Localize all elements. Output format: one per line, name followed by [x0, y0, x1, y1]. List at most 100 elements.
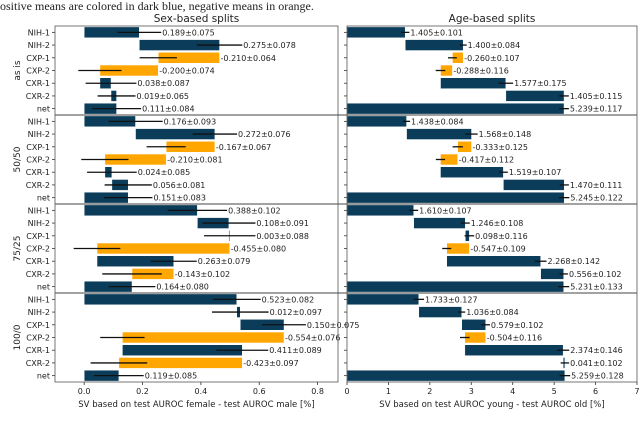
bar-5050-NIH-2: [406, 128, 472, 140]
data-label: 1.519±0.107: [509, 168, 562, 177]
data-label: 0.272±0.076: [238, 130, 291, 139]
data-label: 0.098±0.116: [475, 232, 528, 241]
group-label: 75/25: [13, 236, 23, 262]
data-label: 0.024±0.085: [138, 168, 191, 177]
x-tick-label: 6: [593, 387, 598, 396]
data-label: -0.288±0.116: [453, 67, 508, 76]
bar-asis-CXR-2: [505, 90, 565, 102]
data-label: -0.554±0.076: [285, 334, 340, 343]
x-tick-label: 0.6: [253, 387, 266, 396]
data-label: 0.012±0.097: [270, 308, 323, 317]
figure-caption-top: ositive means are colored in dark blue, …: [0, 0, 314, 13]
panel-title: Sex-based splits: [154, 13, 240, 25]
row-label: NIH-1: [28, 28, 50, 37]
row-label: NIH-2: [28, 219, 50, 228]
data-label: -0.547±0.109: [470, 245, 525, 254]
data-label: 5.245±0.122: [570, 194, 623, 203]
data-label: 0.523±0.082: [262, 295, 315, 304]
axes-frame: [54, 25, 339, 383]
row-label: CXP-1: [26, 232, 50, 241]
data-label: -0.455±0.080: [231, 245, 286, 254]
row-label: CXR-1: [26, 168, 50, 177]
row-label: net: [37, 283, 50, 292]
row-label: NIH-2: [28, 130, 50, 139]
data-label: 0.119±0.085: [145, 372, 198, 381]
data-label: 0.176±0.093: [164, 117, 217, 126]
bar-5050-CXR-1: [440, 166, 504, 178]
data-label: 0.263±0.079: [198, 257, 251, 266]
bar-asis-NIH-2: [404, 39, 464, 51]
x-tick-label: 3: [469, 387, 474, 396]
row-label: CXR-1: [26, 346, 50, 355]
row-label: net: [37, 372, 50, 381]
x-tick-label: 7: [634, 387, 639, 396]
data-label: -0.333±0.125: [473, 143, 528, 152]
data-label: 1.036±0.084: [466, 308, 519, 317]
data-label: 0.275±0.078: [243, 41, 296, 50]
x-tick-label: 0.8: [311, 387, 324, 396]
data-label: -0.210±0.064: [221, 54, 276, 63]
x-tick-label: 0: [344, 387, 349, 396]
data-label: 0.041±0.102: [570, 359, 623, 368]
panel-title: Age-based splits: [449, 13, 536, 25]
x-axis-label: SV based on test AUROC female - test AUR…: [78, 400, 314, 410]
bar-7525-NIH-2: [413, 217, 466, 229]
data-label: 0.556±0.102: [569, 270, 622, 279]
row-label: CXR-1: [26, 257, 50, 266]
data-label: -0.504±0.116: [487, 334, 542, 343]
data-label: 1.577±0.175: [514, 79, 567, 88]
row-label: CXR-2: [26, 181, 50, 190]
row-label: CXR-2: [26, 270, 50, 279]
data-label: 5.259±0.128: [571, 372, 624, 381]
group-label: 100/0: [13, 324, 23, 350]
bar-1000-net: [346, 369, 566, 382]
data-label: 0.003±0.088: [256, 232, 309, 241]
data-label: 5.239±0.117: [570, 105, 623, 114]
bar-1000-CXR-1: [464, 344, 564, 356]
data-label: 0.111±0.084: [142, 105, 195, 114]
bar-asis-CXR-1: [440, 77, 507, 89]
panel-age: Age-based splits 1.405±0.101 1.400±0.084 -0…: [344, 13, 640, 410]
data-label: 0.164±0.080: [156, 283, 209, 292]
row-label: CXR-2: [26, 359, 50, 368]
bar-7525-net: [346, 280, 564, 293]
data-label: 1.246±0.108: [471, 219, 524, 228]
row-label: net: [37, 194, 50, 203]
row-label: CXR-2: [26, 92, 50, 101]
data-label: 0.189±0.075: [162, 28, 215, 37]
data-label: 1.733±0.127: [425, 295, 478, 304]
row-label: CXP-2: [26, 67, 50, 76]
data-label: 0.579±0.102: [491, 321, 544, 330]
data-label: 1.568±0.148: [479, 130, 532, 139]
row-label: NIH-2: [28, 41, 50, 50]
row-label: CXP-2: [26, 334, 50, 343]
x-axis-label: SV based on test AUROC young - test AURO…: [379, 400, 604, 410]
group-label: as is: [13, 60, 23, 81]
data-label: 2.374±0.146: [570, 346, 623, 355]
bar-5050-net: [346, 191, 565, 204]
bar-1000-NIH-2: [418, 306, 462, 318]
x-tick-label: 0.4: [195, 387, 208, 396]
row-label: net: [37, 105, 50, 114]
x-tick-label: 2: [427, 387, 432, 396]
row-label: NIH-1: [28, 206, 50, 215]
data-label: 0.411±0.089: [269, 346, 322, 355]
data-label: 0.150±0.075: [307, 321, 360, 330]
data-label: 5.231±0.133: [570, 283, 623, 292]
data-label: -0.210±0.081: [167, 156, 222, 165]
row-label: NIH-1: [28, 295, 50, 304]
bar-asis-NIH-1: [346, 26, 406, 39]
row-label: CXP-2: [26, 156, 50, 165]
bar-asis-net: [346, 102, 565, 115]
data-label: -0.167±0.067: [216, 143, 271, 152]
row-label: CXP-1: [26, 143, 50, 152]
axes-frame: [346, 25, 638, 383]
data-label: -0.417±0.112: [459, 156, 514, 165]
data-label: -0.260±0.107: [464, 54, 519, 63]
x-tick-label: 1: [386, 387, 391, 396]
data-label: -0.143±0.102: [175, 270, 230, 279]
row-label: NIH-1: [28, 117, 50, 126]
row-label: CXP-1: [26, 54, 50, 63]
bar-1000-CXP-2: [122, 331, 285, 344]
